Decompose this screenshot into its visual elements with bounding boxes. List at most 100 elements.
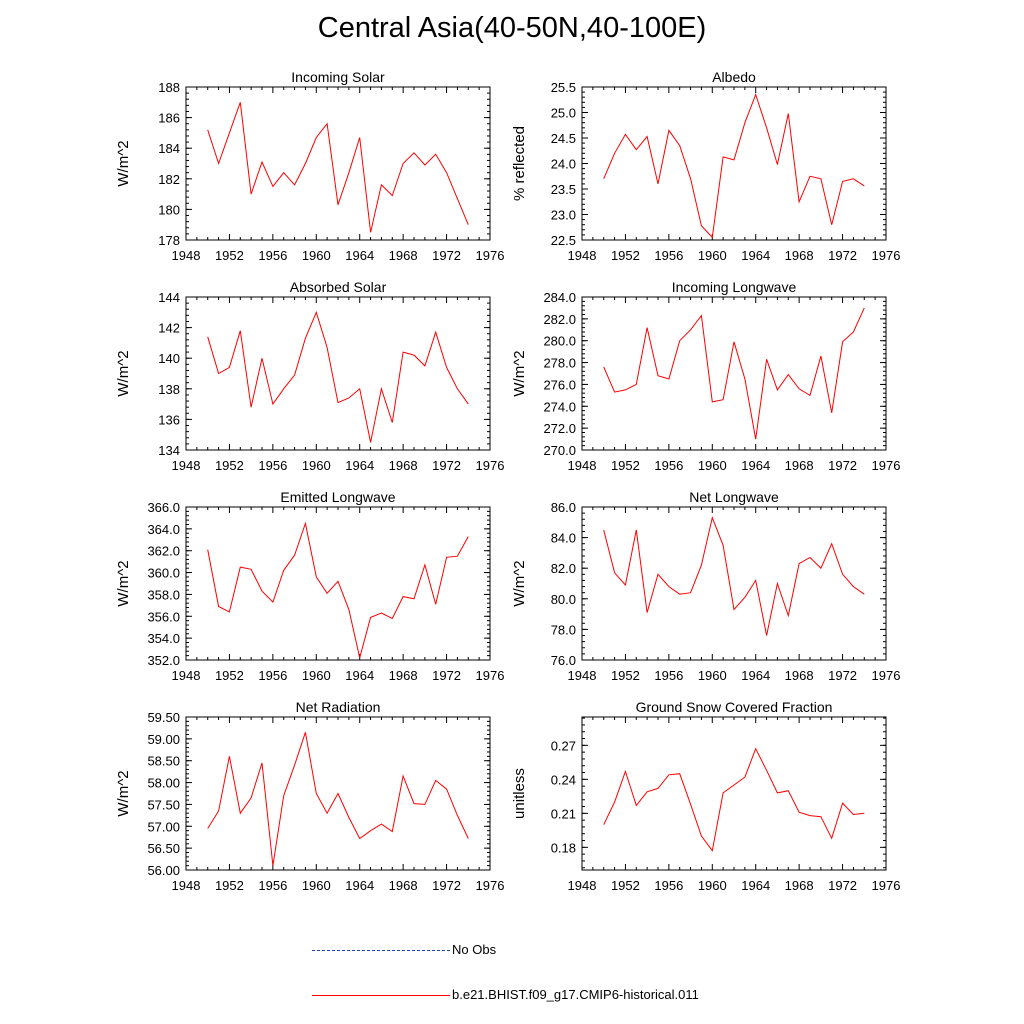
x-tick-label: 1956 [654, 458, 683, 473]
y-tick-label: 280.0 [543, 334, 576, 349]
plot-frame [581, 716, 887, 871]
y-tick-label: 58.00 [147, 776, 180, 791]
x-tick-label: 1976 [476, 878, 505, 893]
x-tick-label: 1968 [785, 668, 814, 683]
x-tick-label: 1976 [476, 248, 505, 263]
x-tick-label: 1960 [302, 248, 331, 263]
x-tick-label: 1976 [872, 248, 901, 263]
y-tick-label: 360.0 [147, 566, 180, 581]
y-tick-label: 272.0 [543, 421, 576, 436]
x-tick-label: 1964 [345, 248, 374, 263]
x-tick-label: 1968 [785, 878, 814, 893]
x-tick-label: 1952 [611, 668, 640, 683]
panel-absorbed-solar: Absorbed Solar W/m^2 1948 1952 1956 1960 1964 1… [115, 279, 504, 473]
y-tick-label: 278.0 [543, 356, 576, 371]
series-line-incoming-solar [207, 102, 469, 233]
legend-obs-swatch [312, 950, 450, 951]
series-line-ground-snow-covered-fraction [603, 747, 865, 852]
y-tick-label: 356.0 [147, 609, 180, 624]
x-tick-label: 1956 [258, 668, 287, 683]
plot-frame [185, 296, 491, 451]
y-tick-label: 282.0 [543, 312, 576, 327]
y-tick-label: 188 [158, 80, 180, 95]
panel-incoming-longwave: Incoming Longwave W/m^2 1948 1952 1956 1960 19… [511, 279, 900, 473]
series-line-absorbed-solar [207, 310, 469, 443]
y-tick-label: 354.0 [147, 631, 180, 646]
y-tick-label: 270.0 [543, 443, 576, 458]
y-tick-label: 362.0 [147, 544, 180, 559]
panel-title: Absorbed Solar [290, 279, 387, 295]
x-tick-label: 1968 [389, 878, 418, 893]
x-tick-label: 1972 [828, 878, 857, 893]
x-tick-label: 1948 [568, 458, 597, 473]
plot-frame [185, 86, 491, 241]
y-tick-label: 358.0 [147, 587, 180, 602]
y-tick-label: 178 [158, 233, 180, 248]
x-tick-label: 1948 [172, 878, 201, 893]
x-tick-label: 1948 [568, 248, 597, 263]
y-tick-label: 134 [158, 443, 180, 458]
y-tick-label: 180 [158, 202, 180, 217]
x-tick-label: 1956 [258, 248, 287, 263]
y-tick-label: 284.0 [543, 290, 576, 305]
x-tick-label: 1972 [828, 248, 857, 263]
x-tick-label: 1956 [654, 878, 683, 893]
x-tick-label: 1956 [258, 878, 287, 893]
legend-model-swatch [312, 995, 450, 996]
x-tick-label: 1968 [389, 248, 418, 263]
y-tick-label: 24.5 [551, 131, 576, 146]
panel-title: Incoming Solar [291, 69, 385, 85]
y-tick-label: 364.0 [147, 522, 180, 537]
legend-obs-label: No Obs [452, 942, 497, 957]
x-tick-label: 1960 [698, 248, 727, 263]
y-axis-label: % reflected [511, 126, 528, 201]
y-tick-label: 59.50 [147, 710, 180, 725]
panel-incoming-solar: Incoming Solar W/m^2 1948 1952 1956 1960 1964 1… [115, 69, 504, 263]
y-tick-label: 366.0 [147, 500, 180, 515]
y-tick-label: 84.0 [551, 531, 576, 546]
y-tick-label: 142 [158, 321, 180, 336]
x-tick-label: 1952 [611, 248, 640, 263]
y-tick-label: 274.0 [543, 399, 576, 414]
y-tick-label: 24.0 [551, 157, 576, 172]
panel-net-longwave: Net Longwave W/m^2 1948 1952 1956 1960 1964 196… [511, 489, 900, 683]
x-tick-label: 1948 [568, 878, 597, 893]
x-tick-label: 1960 [302, 458, 331, 473]
x-tick-label: 1956 [654, 248, 683, 263]
y-tick-label: 186 [158, 111, 180, 126]
y-tick-label: 184 [158, 141, 180, 156]
y-tick-label: 59.00 [147, 732, 180, 747]
panel-title: Net Longwave [689, 489, 779, 505]
x-tick-label: 1948 [172, 248, 201, 263]
x-tick-label: 1976 [872, 458, 901, 473]
y-axis-label: W/m^2 [511, 350, 528, 396]
x-tick-label: 1976 [872, 878, 901, 893]
x-tick-label: 1964 [345, 458, 374, 473]
x-tick-label: 1948 [172, 458, 201, 473]
legend-model-label: b.e21.BHIST.f09_g17.CMIP6-historical.011 [452, 987, 699, 1002]
y-tick-label: 0.24 [551, 772, 576, 787]
y-axis-label: W/m^2 [115, 560, 132, 606]
panel-title: Net Radiation [296, 699, 381, 715]
x-tick-label: 1948 [172, 668, 201, 683]
x-tick-label: 1952 [215, 668, 244, 683]
y-tick-label: 80.0 [551, 592, 576, 607]
y-tick-label: 25.5 [551, 80, 576, 95]
x-tick-label: 1952 [215, 458, 244, 473]
y-tick-label: 56.50 [147, 841, 180, 856]
y-tick-label: 57.50 [147, 797, 180, 812]
x-tick-label: 1960 [698, 878, 727, 893]
x-tick-label: 1976 [476, 668, 505, 683]
x-tick-label: 1960 [302, 878, 331, 893]
panel-emitted-longwave: Emitted Longwave W/m^2 1948 1952 1956 1960 196… [115, 489, 504, 683]
x-tick-label: 1968 [785, 458, 814, 473]
series-line-net-longwave [603, 516, 865, 636]
y-tick-label: 352.0 [147, 653, 180, 668]
y-tick-label: 136 [158, 412, 180, 427]
x-tick-label: 1952 [215, 248, 244, 263]
x-tick-label: 1964 [345, 878, 374, 893]
y-tick-label: 56.00 [147, 863, 180, 878]
x-tick-label: 1964 [741, 248, 770, 263]
y-tick-label: 182 [158, 172, 180, 187]
y-axis-label: W/m^2 [115, 770, 132, 816]
